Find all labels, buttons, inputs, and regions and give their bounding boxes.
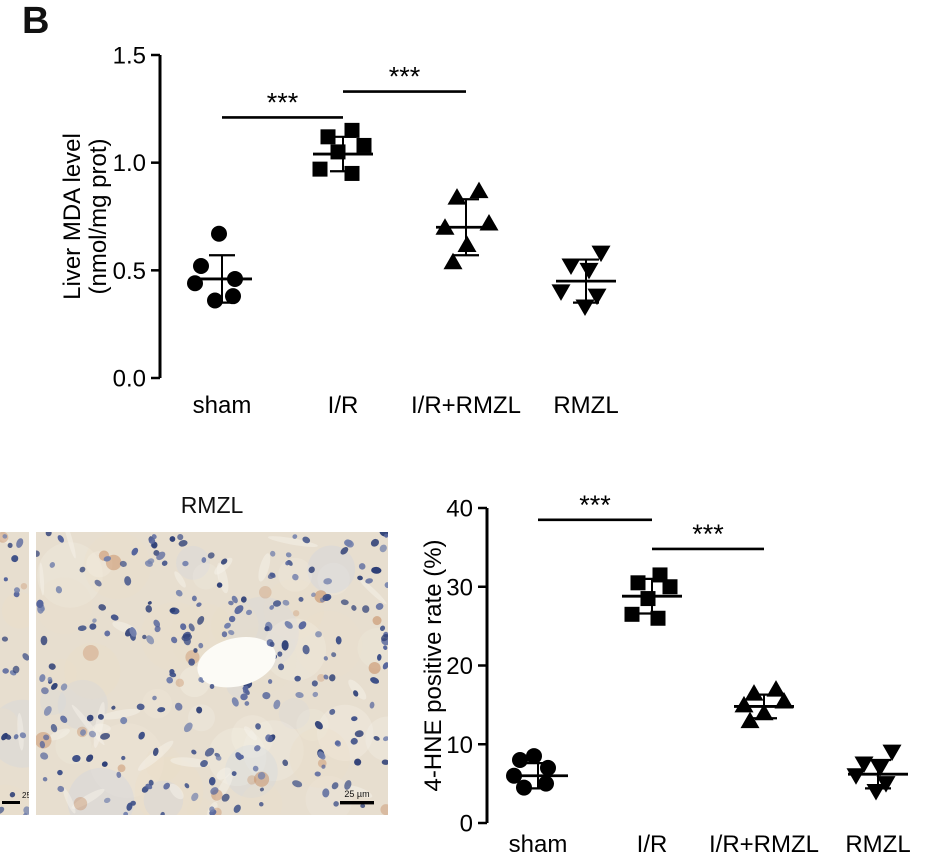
mda-scatter-chart: 0.0 0.5 1.0 1.5 Liver MDA level (nmol/mg prot… bbox=[59, 43, 619, 420]
svg-text:1.5: 1.5 bbox=[113, 43, 146, 70]
panel-letter: B bbox=[22, 0, 50, 42]
svg-text:0.0: 0.0 bbox=[113, 366, 146, 393]
micrograph-rmzl: 25 µm bbox=[36, 532, 388, 815]
svg-text:RMZL: RMZL bbox=[845, 831, 910, 858]
svg-text:10: 10 bbox=[446, 732, 473, 759]
micrograph-partial-left: 25 µm bbox=[0, 532, 29, 815]
svg-text:20: 20 bbox=[446, 653, 473, 680]
svg-text:RMZL: RMZL bbox=[553, 392, 618, 419]
svg-text:25 µm: 25 µm bbox=[344, 789, 369, 799]
svg-text:***: *** bbox=[692, 519, 724, 549]
svg-text:I/R+RMZL: I/R+RMZL bbox=[411, 392, 521, 419]
svg-text:30: 30 bbox=[446, 574, 473, 601]
svg-text:40: 40 bbox=[446, 496, 473, 523]
svg-text:0: 0 bbox=[460, 811, 473, 838]
svg-text:sham: sham bbox=[193, 392, 252, 419]
svg-text:***: *** bbox=[579, 490, 611, 520]
svg-text:4-HNE positive rate (%): 4-HNE positive rate (%) bbox=[420, 539, 447, 791]
svg-text:I/R: I/R bbox=[328, 392, 359, 419]
svg-text:I/R+RMZL: I/R+RMZL bbox=[709, 831, 819, 858]
hne-scatter-chart: 0 10 20 30 40 4-HNE positive rate (%) sham I/R I… bbox=[420, 490, 911, 858]
micrograph-title: RMZL bbox=[180, 492, 244, 518]
svg-text:(nmol/mg prot): (nmol/mg prot) bbox=[85, 138, 112, 294]
svg-text:0.5: 0.5 bbox=[113, 258, 146, 285]
svg-text:I/R: I/R bbox=[637, 831, 668, 858]
svg-text:sham: sham bbox=[509, 831, 568, 858]
svg-text:***: *** bbox=[267, 87, 299, 117]
svg-text:***: *** bbox=[389, 62, 421, 92]
svg-text:Liver MDA level: Liver MDA level bbox=[59, 133, 86, 300]
svg-text:1.0: 1.0 bbox=[113, 150, 146, 177]
svg-text:25 µm: 25 µm bbox=[22, 791, 29, 800]
